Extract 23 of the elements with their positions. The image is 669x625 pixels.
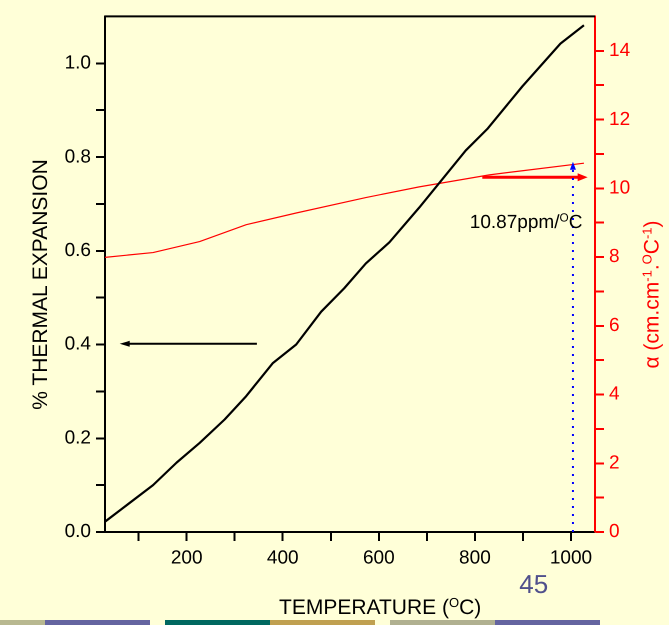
y-tick-label: 0.8	[64, 146, 91, 168]
y-tick-label: 0.6	[64, 240, 91, 261]
y-tick-label: 0.0	[64, 521, 91, 542]
y2-tick-label: 0	[609, 521, 620, 542]
x-tick-label: 800	[459, 548, 491, 569]
x-tick-label: 600	[362, 548, 395, 569]
y2-tick-label: 2	[609, 452, 620, 474]
y-tick-label: 1.0	[64, 52, 91, 74]
y2-tick-label: 14	[609, 40, 631, 62]
x-tick-label: 400	[266, 548, 299, 569]
y-axis-title: % THERMAL EXPANSION	[28, 158, 52, 410]
y2-tick-label: 10	[609, 178, 630, 198]
annotation: 10.87ppm/$^{O}$C	[470, 212, 582, 234]
y2-tick-label: 6	[609, 314, 620, 336]
text: 45	[519, 569, 548, 599]
y-tick-label: 0.4	[64, 334, 92, 355]
x-tick-label: 1000	[550, 548, 592, 569]
y2-tick-label: 12	[609, 108, 630, 130]
x-tick-label: 200	[170, 548, 203, 569]
y-tick-label: 0.2	[64, 427, 91, 448]
x-axis-title: TEMPERATURE ($^{O}$C)	[279, 594, 482, 618]
y2-tick-label: 4	[609, 384, 620, 405]
y2-tick-label: 8	[609, 246, 620, 268]
